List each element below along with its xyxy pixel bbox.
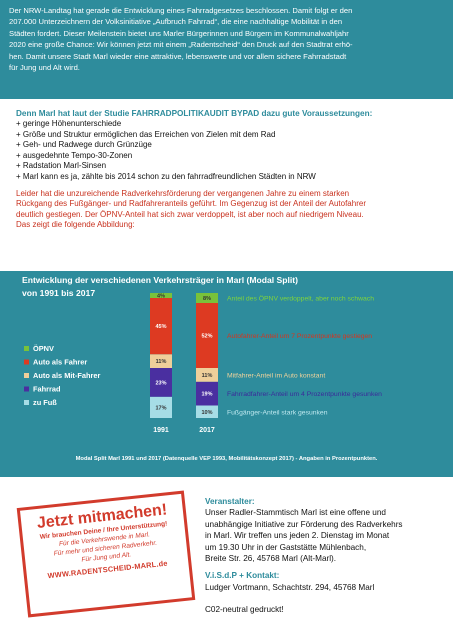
x-tick-label: 1991 <box>153 427 169 434</box>
bar-value-label: 52% <box>201 334 212 340</box>
organizer-line: unabhängige Initiative zur Förderung des… <box>205 519 403 529</box>
bar-segment <box>150 293 172 298</box>
bar-value-label: 11% <box>156 359 167 365</box>
legend-label: zu Fuß <box>33 398 57 407</box>
legend-label: ÖPNV <box>33 344 54 353</box>
bar-value-label: 8% <box>203 296 211 302</box>
legend-label: Fahrrad <box>33 385 61 394</box>
warning-line: Das zeigt die folgende Abbildung: <box>16 220 135 230</box>
x-tick-label: 2017 <box>199 427 215 434</box>
warning-line: Leider hat die unzureichende Radverkehrs… <box>16 188 350 198</box>
warning-line: Rückgang des Fußgänger- und Radfahrerant… <box>16 199 366 209</box>
bar-segment <box>196 368 218 382</box>
bar-segment <box>150 354 172 368</box>
warning-text: Leider hat die unzureichende Radverkehrs… <box>16 189 435 231</box>
conditions-section: Denn Marl hat laut der Studie FAHRRADPOL… <box>0 99 453 271</box>
chart-annotation: Fahrradfahrer-Anteil um 4 Prozentpunkte … <box>227 391 382 398</box>
bar-segment <box>196 381 218 406</box>
chart-annotation: Mitfahrer-Anteil im Auto konstant <box>227 372 325 379</box>
chart-annotation: Autofahrer-Anteil um 7 Prozentpunkte ges… <box>227 333 372 340</box>
list-item: + Geh- und Radwege durch Grünzüge <box>16 140 152 150</box>
organizer-label: Veranstalter: <box>205 497 255 506</box>
intro-line: 2020 eine große Chance: Wir können jetzt… <box>9 40 353 50</box>
call-to-action-stamp: Jetzt mitmachen! Wir brauchen Deine / Ih… <box>16 490 196 618</box>
bar-value-label: 4% <box>157 294 165 300</box>
warning-line: deutlich gestiegen. Der ÖPNV-Anteil hat … <box>16 209 364 219</box>
intro-line: Städten fordert. Dieser Meilenstein biet… <box>9 28 349 38</box>
list-item: + geringe Höhenunterschiede <box>16 119 122 128</box>
legend-swatch <box>24 359 29 365</box>
legend-swatch <box>24 400 29 405</box>
print-note: C02-neutral gedruckt! <box>205 605 284 615</box>
legend-swatch <box>24 346 29 351</box>
intro-line: 207.000 Unterzeichnern der Volksinitiati… <box>9 17 343 27</box>
bar-segment <box>150 368 172 397</box>
legend-swatch <box>24 373 29 378</box>
list-item: + Radstation Marl-Sinsen <box>16 161 107 171</box>
intro-line: hen. Damit unsere Stadt Marl wieder eine… <box>9 51 347 61</box>
chart-annotation: Anteil des ÖPNV verdoppelt, aber noch sc… <box>227 295 374 303</box>
modal-split-chart-panel: Entwicklung der verschiedenen Verkehrstr… <box>0 271 453 477</box>
chart-subtitle: von 1991 bis 2017 <box>22 288 96 298</box>
contact-label: V.i.S.d.P + Kontakt: <box>205 571 280 581</box>
chart-title-block: Entwicklung der verschiedenen Verkehrstr… <box>22 274 298 300</box>
list-item: + Größe und Struktur ermöglichen das Err… <box>16 129 276 139</box>
chart-caption: Modal Split Marl 1991 und 2017 (Datenque… <box>75 456 378 462</box>
organizer-line: Breite Str. 26, 45768 Marl (Alt-Marl). <box>205 554 337 564</box>
legend-label: Auto als Fahrer <box>33 358 87 367</box>
bar-value-label: 19% <box>201 392 212 398</box>
bar-value-label: 45% <box>155 324 166 330</box>
organizer-line: Unser Radler-Stammtisch Marl ist eine of… <box>205 508 386 518</box>
bar-segment <box>196 405 218 418</box>
chart-title: Entwicklung der verschiedenen Verkehrstr… <box>22 275 299 285</box>
legend-swatch <box>24 386 29 392</box>
contact-text: Ludger Vortmann, Schachtstr. 294, 45768 … <box>205 582 375 592</box>
conditions-heading: Denn Marl hat laut der Studie FAHRRADPOL… <box>16 109 373 118</box>
list-item: + Marl kann es ja, zählte bis 2014 schon… <box>16 171 316 181</box>
bar-value-label: 17% <box>155 405 166 411</box>
organizer-line: um 19.30 Uhr in der Gaststätte Mühlenbac… <box>205 542 367 552</box>
modal-split-chart: 17% 23% 11% 45% 4% 1991 10% 19% 11% 52% 8% 2017 ÖPNV… <box>24 293 382 434</box>
bar-segment <box>196 293 218 303</box>
bar-segment <box>196 303 218 368</box>
bar-segment <box>150 298 172 355</box>
intro-panel: Der NRW-Landtag hat gerade die Entwicklu… <box>0 0 453 99</box>
legend-label: Auto als Mit-Fahrer <box>33 371 100 380</box>
conditions-list: + geringe Höhenunterschiede + Größe und … <box>16 119 435 183</box>
organizer-line: in Marl. Wir treffen uns jeden 2. Dienst… <box>205 531 390 541</box>
bar-value-label: 11% <box>202 373 213 379</box>
list-item: + ausgedehnte Tempo-30-Zonen <box>16 150 133 160</box>
chart-annotation: Fußgänger-Anteil stark gesunken <box>227 409 328 416</box>
intro-line: für Jung und Alt wird. <box>9 63 80 73</box>
intro-line: Der NRW-Landtag hat gerade die Entwicklu… <box>9 6 353 15</box>
bar-segment <box>150 396 172 418</box>
bottom-section <box>0 477 453 640</box>
bar-value-label: 23% <box>155 380 166 386</box>
bar-value-label: 10% <box>201 410 212 416</box>
organizer-block: Veranstalter: Unser Radler-Stammtisch Ma… <box>205 496 445 616</box>
